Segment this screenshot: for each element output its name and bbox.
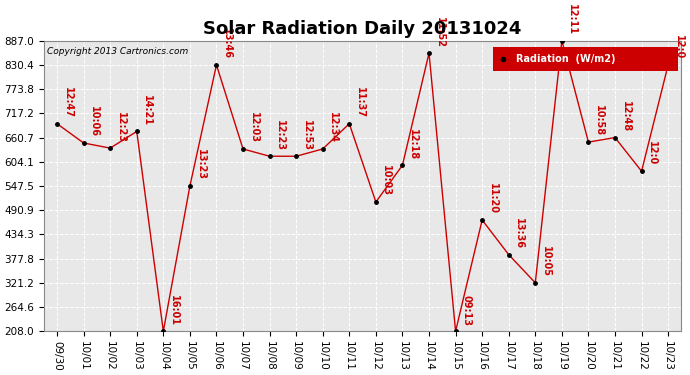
Text: 13:36: 13:36 [514, 218, 524, 249]
Text: 11:20: 11:20 [488, 183, 497, 214]
Text: 12:34: 12:34 [328, 112, 338, 143]
Text: 12:0: 12:0 [673, 35, 684, 59]
Text: 12:03: 12:03 [248, 112, 259, 143]
Title: Solar Radiation Daily 20131024: Solar Radiation Daily 20131024 [204, 20, 522, 38]
Text: 13:46: 13:46 [222, 28, 232, 59]
Text: 12:11: 12:11 [567, 4, 578, 35]
Text: 14:21: 14:21 [142, 95, 152, 126]
Text: 11:37: 11:37 [355, 87, 365, 118]
Text: 12:18: 12:18 [408, 129, 418, 160]
Text: 10:03: 10:03 [382, 165, 391, 196]
Text: 12:48: 12:48 [620, 101, 631, 132]
Text: 12:0: 12:0 [647, 141, 657, 166]
Text: 16:01: 16:01 [169, 295, 179, 326]
Text: Copyright 2013 Cartronics.com: Copyright 2013 Cartronics.com [47, 46, 188, 56]
Text: 12:23: 12:23 [116, 111, 126, 142]
Text: 10:05: 10:05 [541, 246, 551, 277]
Text: 11:52: 11:52 [435, 16, 444, 48]
Text: 10:58: 10:58 [594, 105, 604, 136]
Text: 12:47: 12:47 [63, 87, 72, 118]
Text: 09:13: 09:13 [461, 295, 471, 326]
Text: 10:06: 10:06 [89, 106, 99, 137]
Text: 12:53: 12:53 [302, 120, 312, 151]
Text: 12:23: 12:23 [275, 120, 285, 151]
Text: 13:23: 13:23 [195, 149, 206, 180]
